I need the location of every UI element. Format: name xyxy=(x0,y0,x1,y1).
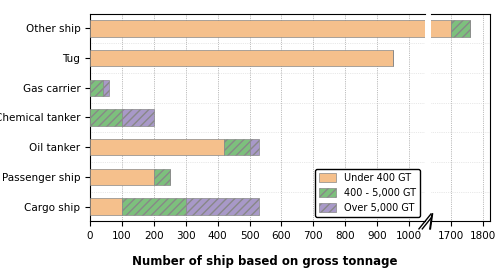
Bar xyxy=(154,169,170,185)
Bar xyxy=(450,20,470,36)
Bar xyxy=(224,139,250,155)
Bar xyxy=(30,139,56,155)
Bar xyxy=(90,20,500,36)
Bar xyxy=(90,169,154,185)
Bar xyxy=(103,80,109,96)
Bar xyxy=(90,139,224,155)
Bar xyxy=(0,139,30,155)
Bar xyxy=(0,20,450,36)
Bar xyxy=(90,109,122,126)
Bar xyxy=(122,109,154,126)
Bar xyxy=(90,198,122,215)
Bar xyxy=(122,198,186,215)
Bar xyxy=(90,80,103,96)
Bar xyxy=(0,50,204,66)
Bar xyxy=(90,50,393,66)
Legend: Under 400 GT, 400 - 5,000 GT, Over 5,000 GT: Under 400 GT, 400 - 5,000 GT, Over 5,000… xyxy=(315,169,420,217)
Bar xyxy=(0,198,66,215)
Text: Number of ship based on gross tonnage: Number of ship based on gross tonnage xyxy=(132,255,398,268)
Bar xyxy=(56,139,66,155)
Bar xyxy=(186,198,259,215)
Bar xyxy=(250,139,259,155)
